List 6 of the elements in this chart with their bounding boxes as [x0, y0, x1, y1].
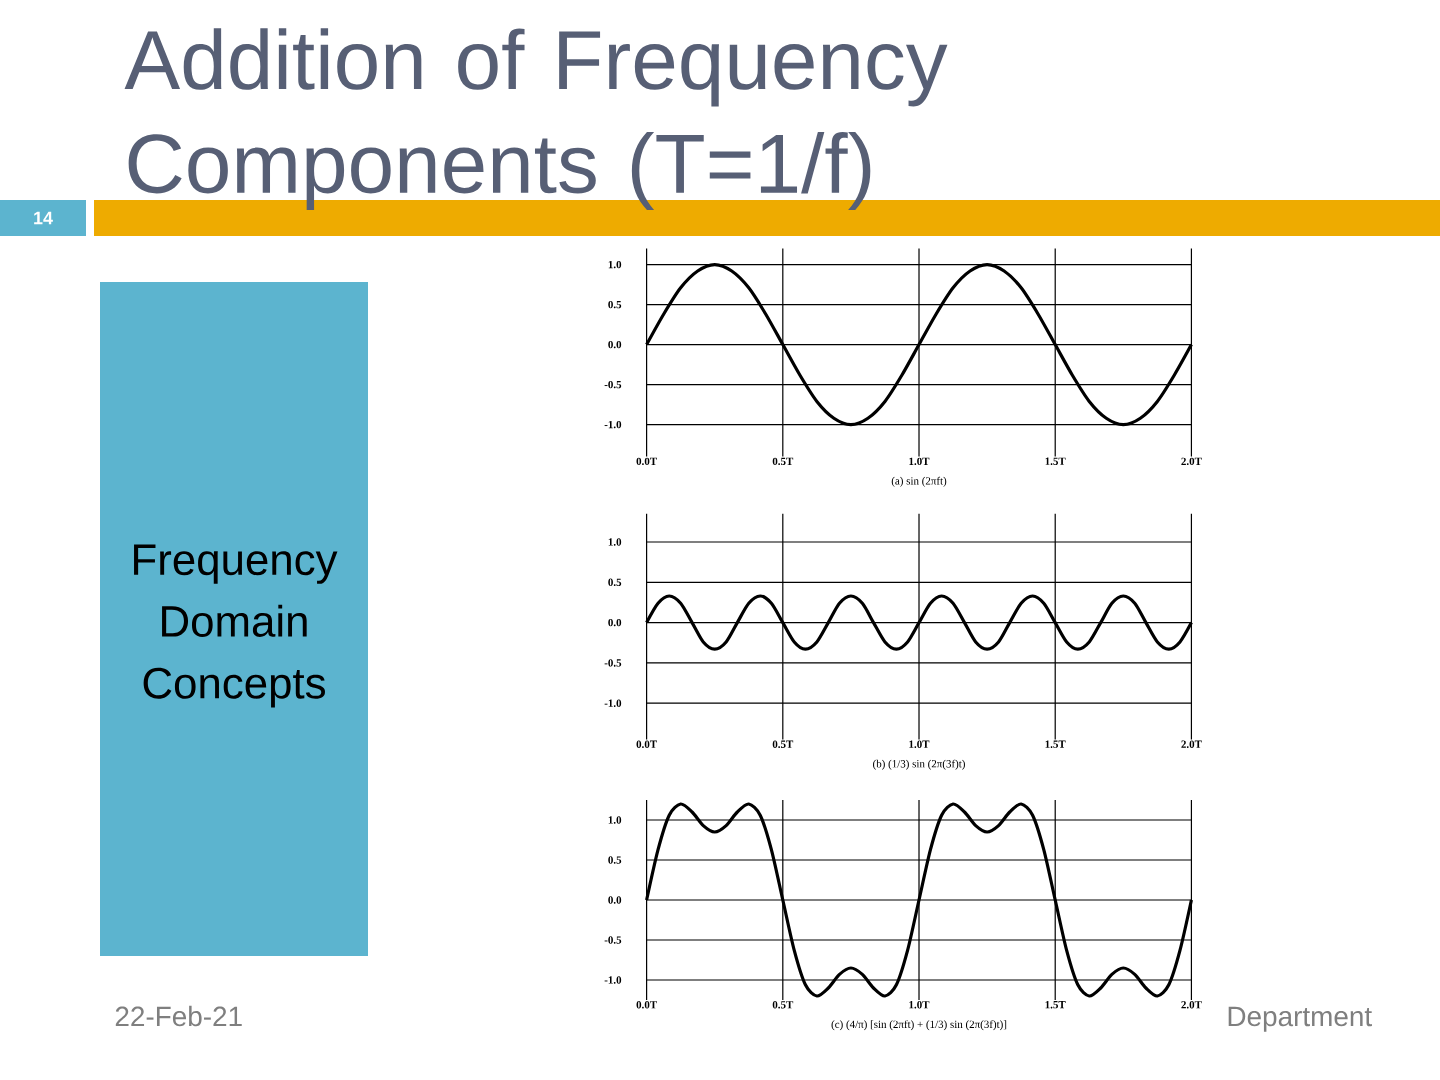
text: Department — [1228, 1006, 1372, 1032]
line-series — [645, 802, 1194, 998]
text: Frequency Domain Concepts — [134, 544, 338, 708]
text: 22-Feb-21 — [115, 1005, 242, 1027]
text: Addition of Frequency Components (T=1/f) — [124, 28, 948, 211]
text: 14 — [34, 211, 53, 225]
